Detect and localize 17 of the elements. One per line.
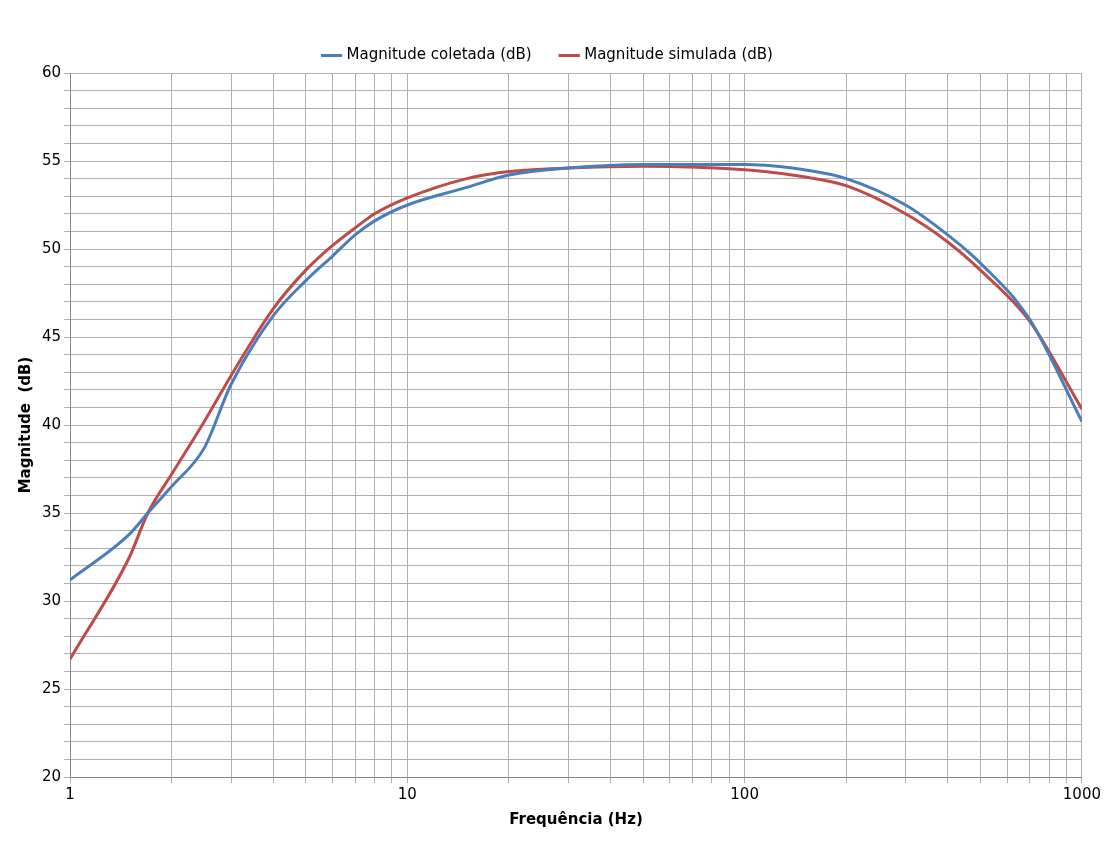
y-tick-label: 40 (41, 414, 62, 433)
x-axis-title: Frequência (Hz) (509, 809, 643, 828)
y-tick-label: 55 (41, 150, 62, 169)
x-tick-label: 100 (730, 784, 759, 803)
y-tick-label: 25 (41, 678, 62, 697)
y-tick-label: 30 (41, 590, 62, 609)
y-tick-label: 20 (41, 766, 62, 785)
x-tick-label: 1000 (1062, 784, 1102, 803)
y-tick-label: 35 (41, 502, 62, 521)
y-tick-label: 45 (41, 326, 62, 345)
y-tick-label: 50 (41, 238, 62, 257)
y-tick-label: 60 (41, 62, 62, 81)
x-tick-label: 10 (397, 784, 417, 803)
x-tick-label: 1 (65, 784, 75, 803)
y-axis-title: Magnitude (dB) (15, 356, 34, 494)
legend-label: Magnitude coletada (dB) (346, 45, 532, 64)
legend-label: Magnitude simulada (dB) (584, 45, 773, 64)
